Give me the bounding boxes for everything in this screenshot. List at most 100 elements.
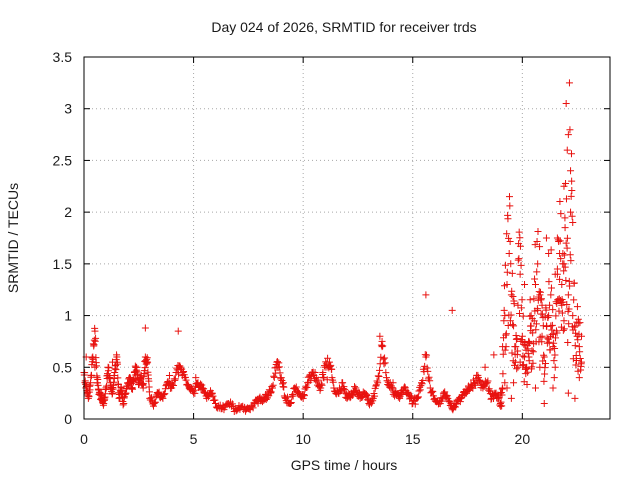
data-point xyxy=(534,260,542,268)
data-point xyxy=(506,202,514,210)
data-point xyxy=(542,360,550,368)
data-point xyxy=(379,355,387,363)
data-point xyxy=(277,375,285,383)
data-point xyxy=(340,385,348,393)
data-point xyxy=(506,238,514,246)
data-point xyxy=(515,255,523,263)
data-point xyxy=(502,330,510,338)
data-point xyxy=(517,261,525,269)
data-point xyxy=(302,383,310,391)
data-point xyxy=(545,250,553,258)
data-point xyxy=(531,384,539,392)
data-point xyxy=(484,377,492,385)
data-point xyxy=(112,366,120,374)
data-point xyxy=(102,385,110,393)
data-point xyxy=(563,234,571,242)
data-point xyxy=(516,242,524,250)
data-point xyxy=(519,362,527,370)
data-point xyxy=(448,306,456,314)
y-tick-label: 0.5 xyxy=(53,359,73,375)
data-point xyxy=(502,343,510,351)
data-point xyxy=(362,390,370,398)
data-point xyxy=(155,388,163,396)
data-point xyxy=(569,218,577,226)
data-point xyxy=(532,326,540,334)
data-points xyxy=(80,79,586,416)
data-point xyxy=(366,401,374,409)
data-point xyxy=(537,296,545,304)
data-point xyxy=(562,239,570,247)
data-point xyxy=(549,306,557,314)
data-point xyxy=(514,256,522,264)
data-point xyxy=(317,380,325,388)
x-tick-label: 15 xyxy=(405,431,421,447)
data-point xyxy=(380,360,388,368)
data-point xyxy=(338,379,346,387)
data-point xyxy=(501,379,509,387)
data-point xyxy=(421,351,429,359)
y-tick-label: 1.5 xyxy=(53,256,73,272)
data-point xyxy=(564,389,572,397)
data-point xyxy=(577,360,585,368)
data-point xyxy=(108,390,116,398)
data-point xyxy=(540,353,548,361)
data-point xyxy=(273,358,281,366)
data-point xyxy=(269,381,277,389)
data-point xyxy=(274,364,282,372)
data-point xyxy=(559,326,567,334)
data-point xyxy=(566,282,574,290)
data-point xyxy=(131,362,139,370)
data-point xyxy=(528,363,536,371)
data-point xyxy=(560,267,568,275)
data-point xyxy=(525,357,533,365)
data-point xyxy=(551,351,559,359)
data-point xyxy=(92,334,100,342)
data-point xyxy=(379,342,387,350)
data-point xyxy=(543,339,551,347)
data-point xyxy=(536,288,544,296)
data-point xyxy=(88,361,96,369)
data-point xyxy=(141,324,149,332)
data-point xyxy=(160,391,168,399)
data-point xyxy=(372,381,380,389)
data-point xyxy=(418,380,426,388)
data-point xyxy=(498,391,506,399)
data-point xyxy=(509,321,517,329)
data-point xyxy=(564,338,572,346)
data-point xyxy=(507,394,515,402)
data-point xyxy=(262,396,270,404)
data-point xyxy=(148,394,156,402)
data-point xyxy=(93,372,101,380)
data-point xyxy=(559,298,567,306)
data-point xyxy=(509,293,517,301)
data-point xyxy=(576,355,584,363)
data-point xyxy=(99,401,107,409)
data-point xyxy=(208,389,216,397)
data-point xyxy=(192,374,200,382)
data-point xyxy=(547,291,555,299)
data-point xyxy=(511,343,519,351)
data-point xyxy=(529,329,537,337)
data-point xyxy=(518,336,526,344)
data-point xyxy=(553,329,561,337)
data-point xyxy=(416,386,424,394)
data-point xyxy=(576,348,584,356)
data-point xyxy=(547,322,555,330)
data-point xyxy=(284,393,292,401)
y-tick-labels: 0 0.5 1 1.5 2 2.5 3 3.5 xyxy=(53,49,73,427)
data-point xyxy=(524,350,532,358)
data-point xyxy=(500,317,508,325)
data-point xyxy=(209,392,217,400)
data-point xyxy=(429,388,437,396)
data-point xyxy=(507,260,515,268)
data-point xyxy=(546,301,554,309)
data-point xyxy=(499,370,507,378)
data-point xyxy=(429,392,437,400)
data-point xyxy=(174,327,182,335)
data-point xyxy=(516,234,524,242)
data-point xyxy=(151,398,159,406)
data-point xyxy=(510,379,518,387)
data-point xyxy=(563,300,571,308)
data-point xyxy=(570,279,578,287)
data-point xyxy=(407,393,415,401)
